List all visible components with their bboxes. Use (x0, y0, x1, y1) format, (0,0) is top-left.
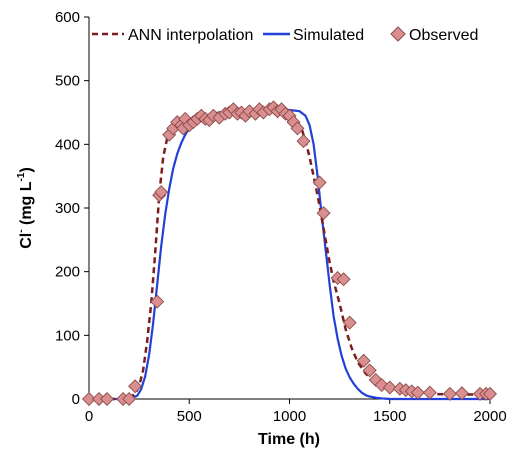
y-tick-label: 100 (55, 327, 80, 344)
y-tick-label: 600 (55, 9, 80, 26)
plot-area: 0 100 200 300 400 500 600 0 500 1000 1500 2000 (55, 9, 507, 425)
observed-point (362, 363, 377, 378)
observed-point (382, 380, 397, 395)
observed-point (290, 121, 305, 136)
observed-point (154, 185, 169, 200)
x-tick-label: 1500 (373, 408, 406, 425)
y-tick-label: 400 (55, 136, 80, 153)
y-axis-title-main: Cl (18, 233, 35, 249)
observed-point (342, 315, 357, 330)
observed-point (128, 379, 143, 394)
x-axis-title: Time (h) (258, 431, 320, 448)
legend: ANN interpolation Simulated Observed (92, 26, 478, 44)
observed-point (316, 206, 331, 221)
y-axis-title-close: ) (18, 167, 35, 172)
observed-point (296, 134, 311, 149)
observed-point (150, 294, 165, 309)
legend-observed-marker (390, 26, 406, 42)
observed-point (312, 175, 327, 190)
y-tick-label: 200 (55, 264, 80, 281)
observed-point (99, 391, 115, 407)
y-tick-label: 300 (55, 200, 80, 217)
y-tick-label: 0 (72, 391, 80, 408)
observed-point (356, 353, 371, 368)
observed-point (454, 386, 469, 401)
legend-ann-label: ANN interpolation (128, 27, 253, 44)
y-axis-title-sup2: -1 (16, 172, 27, 181)
y-ticks: 0 100 200 300 400 500 600 (55, 9, 89, 408)
observed-point (442, 386, 457, 401)
y-tick-label: 500 (55, 73, 80, 90)
series-line-ann-interpolation (89, 108, 490, 401)
observed-point (122, 391, 137, 407)
observed-point (81, 391, 97, 407)
x-tick-label: 1000 (273, 408, 306, 425)
y-axis-title: Cl- (mg L-1) (16, 167, 35, 249)
y-axis-title-sup1: - (16, 229, 27, 232)
observed-point (410, 385, 425, 400)
x-ticks: 0 500 1000 1500 2000 (85, 399, 507, 425)
legend-observed-label: Observed (409, 27, 478, 44)
x-tick-label: 500 (177, 408, 202, 425)
x-tick-label: 2000 (473, 408, 506, 425)
observed-point (336, 272, 351, 287)
legend-simulated-label: Simulated (293, 27, 364, 44)
observed-point (482, 386, 498, 401)
observed-point (91, 391, 107, 407)
series-line-simulated (89, 108, 490, 401)
y-axis-title-rest: (mg L (18, 181, 35, 229)
x-tick-label: 0 (85, 408, 93, 425)
observed-point (422, 385, 437, 400)
series-layer (81, 100, 498, 407)
